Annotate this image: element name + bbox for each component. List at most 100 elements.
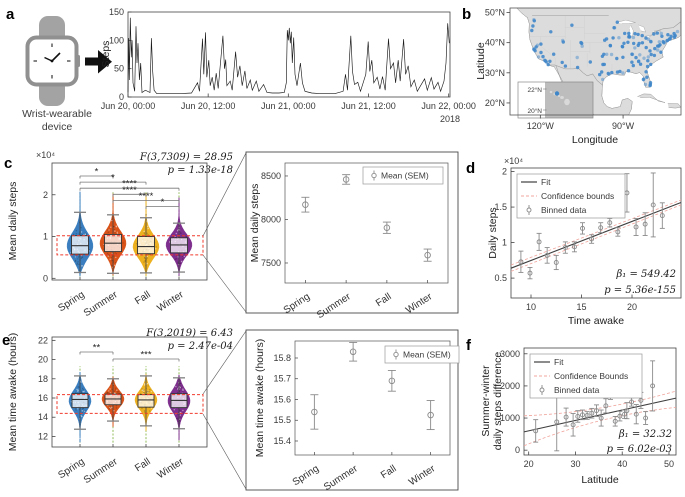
user-location-dot: [535, 43, 540, 47]
data-point: [617, 413, 623, 419]
tick-label: 50°N: [485, 8, 505, 18]
f-ylabel-line1: Summer-winter: [480, 365, 492, 437]
user-location-dot: [544, 60, 548, 64]
user-location-dot: [648, 49, 652, 53]
tick-label: 50: [664, 459, 674, 469]
significance-stars: ****: [122, 179, 137, 190]
mean-sem-icon: [371, 172, 377, 179]
tick-label: 8500: [261, 171, 281, 181]
d-xlabel: Time awake: [568, 315, 624, 327]
data-point: [659, 213, 665, 219]
user-location-dot: [602, 52, 606, 56]
user-location-dot: [630, 60, 634, 64]
user-location-dot: [548, 59, 552, 63]
user-location-dot: [631, 35, 636, 40]
data-point: [594, 408, 599, 414]
user-location-dot: [633, 32, 637, 36]
d-ylabel: Daily steps: [487, 207, 499, 258]
category-label: Winter: [155, 456, 186, 481]
user-location-dot: [656, 44, 660, 48]
data-point: [589, 236, 595, 242]
tick-label: 0: [43, 273, 48, 283]
box: [137, 394, 155, 408]
tick-label: 100: [109, 35, 124, 45]
category-label: Summer: [82, 456, 120, 486]
data-point: [615, 229, 621, 235]
user-location-dot: [575, 65, 580, 70]
panel-c-label: c: [4, 155, 12, 172]
c-ylabel: Mean daily steps: [7, 182, 19, 261]
legend-label: Confidence Bounds: [554, 371, 628, 381]
tick-label: 2: [502, 167, 507, 177]
plot-box: [51, 336, 208, 448]
tick-label: 16: [38, 393, 48, 403]
hawaii-island: [557, 95, 561, 97]
user-location-dot: [601, 77, 605, 82]
state-border: [540, 36, 556, 65]
user-location-dot: [598, 72, 602, 77]
user-location-dot: [637, 59, 641, 63]
data-point: [629, 399, 635, 405]
data-point: [598, 225, 604, 231]
d-stats-beta: β₁ = 549.42: [615, 269, 676, 280]
user-location-dot: [640, 33, 644, 38]
data-point: [533, 428, 539, 434]
user-location-dot: [588, 60, 592, 64]
plot-box: [523, 347, 677, 456]
user-location-dot: [672, 35, 677, 39]
inset-lat-label: 22°N: [527, 86, 542, 94]
significance-stars: ***: [140, 350, 151, 361]
data-point: [650, 202, 656, 208]
data-point: [580, 412, 585, 418]
confidence-bound-upper: [523, 390, 677, 417]
c-stats-p: p = 1.33e-18: [168, 165, 233, 176]
confidence-bound-lower: [510, 204, 682, 272]
user-location-dot: [665, 39, 669, 43]
wrist-device-icon: [25, 16, 112, 106]
tick-label: 15.7: [273, 374, 291, 384]
data-point: [607, 220, 613, 226]
user-location-dot: [634, 55, 638, 60]
zoom-connector-line: [202, 152, 247, 237]
fit-line: [510, 201, 682, 269]
user-location-dot: [644, 45, 648, 50]
panel-c: c Mean daily steps ×10⁴ F(3,7309) = 28.9…: [4, 150, 459, 321]
data-point: [571, 244, 577, 250]
legend: Mean (SEM): [362, 166, 444, 185]
category-label: Summer: [82, 289, 120, 319]
user-location-dot: [656, 48, 660, 52]
user-location-dot: [575, 55, 579, 60]
user-location-dot: [640, 41, 645, 45]
user-location-dot: [570, 23, 574, 27]
data-point: [424, 251, 431, 259]
user-location-dot: [561, 40, 565, 44]
data-point: [383, 224, 391, 231]
data-point: [633, 224, 639, 230]
user-location-dot: [607, 72, 611, 76]
map-land: [516, 8, 681, 115]
tick-label: 8000: [261, 214, 281, 224]
e-stats-p: p = 2.47e-04: [168, 341, 233, 352]
binned-data-icon: [526, 207, 532, 213]
b-ylabel: Latitude: [475, 42, 487, 80]
user-location-dot: [539, 50, 543, 55]
user-location-dot: [632, 41, 636, 46]
significance-stars: ****: [122, 185, 137, 196]
user-location-dot: [649, 52, 653, 57]
tick-label: 1: [43, 232, 48, 242]
binned-data-icon: [539, 387, 545, 393]
panel-f-label: f: [466, 337, 472, 354]
tick-label: 2000: [500, 381, 520, 391]
data-point: [544, 252, 550, 258]
confidence-bound-upper: [510, 199, 682, 266]
user-location-dot: [652, 53, 657, 58]
user-location-dot: [633, 46, 637, 50]
fit-line: [523, 397, 677, 433]
user-location-dot: [554, 91, 560, 96]
user-location-dot: [675, 29, 680, 34]
hawaii-island: [560, 96, 564, 99]
user-location-dot: [605, 52, 609, 56]
